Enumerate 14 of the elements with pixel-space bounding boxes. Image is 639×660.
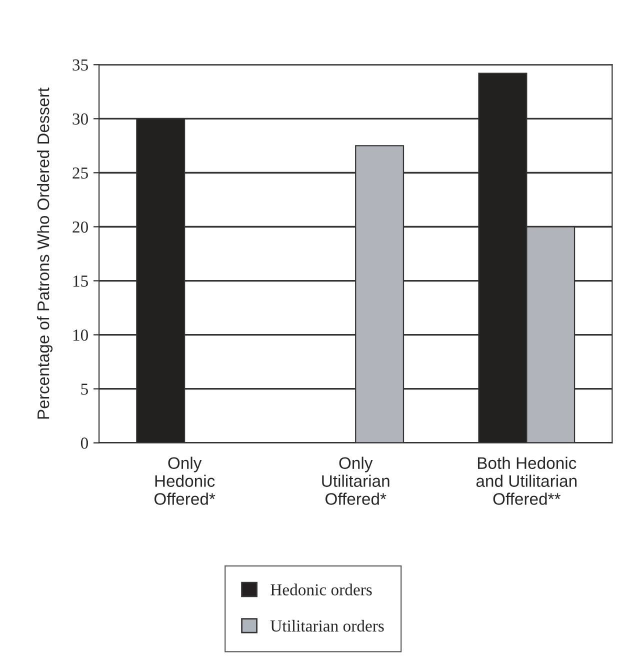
x-tick-label: Only Utilitarian Offered* <box>322 456 390 505</box>
legend-label: Hedonic orders <box>270 584 372 596</box>
y-tick-label: 30 <box>72 113 88 125</box>
y-tick-label: 20 <box>72 221 88 233</box>
y-tick-label: 10 <box>73 330 88 341</box>
y-axis-title: Percentage of Patrons Who Ordered Dessert <box>36 88 53 419</box>
y-tick-label: 25 <box>72 167 88 179</box>
x-tick-label: Both Hedonic and Utilitarian Offered** <box>476 456 577 505</box>
y-tick-label: 15 <box>73 276 88 287</box>
x-tick-label: Only Hedonic Offered* <box>154 456 216 505</box>
y-tick-label: 5 <box>81 384 88 395</box>
legend-label: Utilitarian orders <box>270 620 384 632</box>
y-tick-label: 0 <box>80 438 88 449</box>
y-tick-label: 35 <box>72 59 88 71</box>
